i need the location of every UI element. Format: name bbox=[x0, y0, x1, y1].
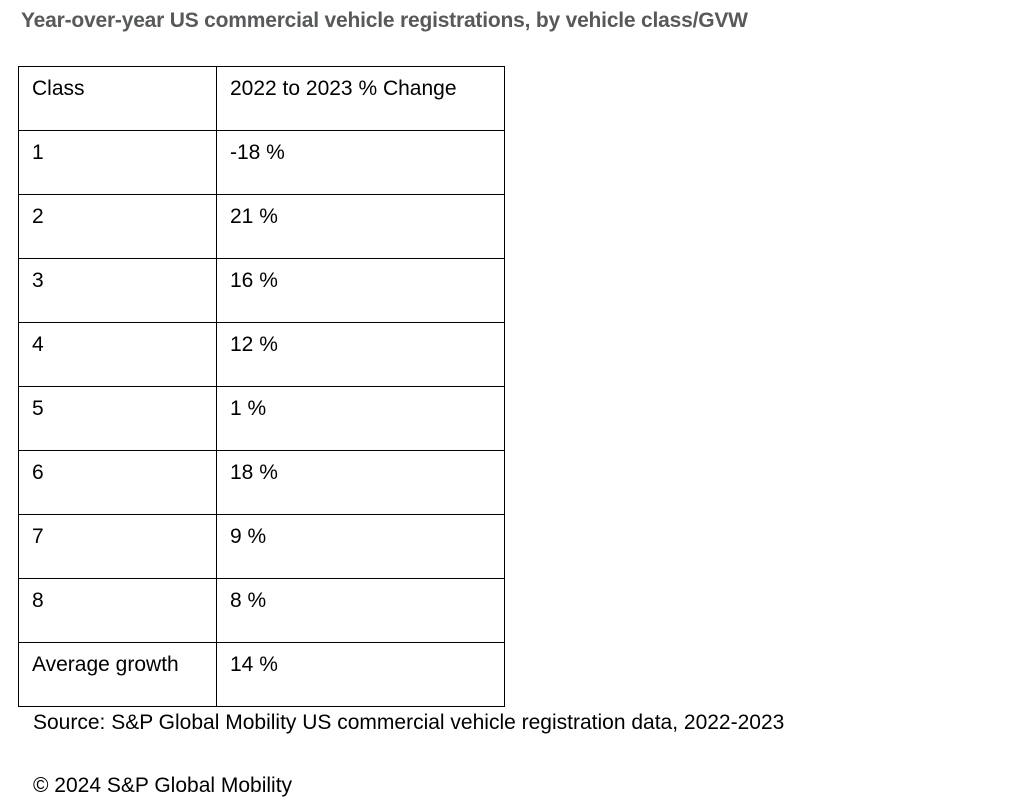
class-cell: 6 bbox=[18, 450, 217, 515]
table-row: 4 12 % bbox=[18, 322, 505, 387]
change-cell: 21 % bbox=[216, 194, 505, 259]
table-header-row: Class 2022 to 2023 % Change bbox=[18, 66, 505, 131]
vehicle-class-table: Class 2022 to 2023 % Change 1 -18 % 2 21… bbox=[18, 66, 505, 707]
table-row: 2 21 % bbox=[18, 194, 505, 259]
change-cell: -18 % bbox=[216, 130, 505, 195]
change-cell: 16 % bbox=[216, 258, 505, 323]
class-cell: 1 bbox=[18, 130, 217, 195]
change-cell: 18 % bbox=[216, 450, 505, 515]
copyright-note: © 2024 S&P Global Mobility bbox=[33, 774, 293, 797]
class-cell: 4 bbox=[18, 322, 217, 387]
change-cell: 14 % bbox=[216, 642, 505, 707]
table-row-average-growth: Average growth 14 % bbox=[18, 642, 505, 707]
table-row: 5 1 % bbox=[18, 386, 505, 451]
change-cell: 1 % bbox=[216, 386, 505, 451]
class-cell: 8 bbox=[18, 578, 217, 643]
class-cell: 7 bbox=[18, 514, 217, 579]
change-column-header: 2022 to 2023 % Change bbox=[216, 66, 505, 131]
class-column-header: Class bbox=[18, 66, 217, 131]
figure-title: Year-over-year US commercial vehicle reg… bbox=[21, 9, 748, 32]
change-cell: 8 % bbox=[216, 578, 505, 643]
table-row: 6 18 % bbox=[18, 450, 505, 515]
table-row: 8 8 % bbox=[18, 578, 505, 643]
table-row: 7 9 % bbox=[18, 514, 505, 579]
class-cell: Average growth bbox=[18, 642, 217, 707]
change-cell: 12 % bbox=[216, 322, 505, 387]
class-cell: 2 bbox=[18, 194, 217, 259]
class-cell: 5 bbox=[18, 386, 217, 451]
class-cell: 3 bbox=[18, 258, 217, 323]
table-row: 3 16 % bbox=[18, 258, 505, 323]
source-note: Source: S&P Global Mobility US commercia… bbox=[33, 711, 785, 734]
table-row: 1 -18 % bbox=[18, 130, 505, 195]
change-cell: 9 % bbox=[216, 514, 505, 579]
